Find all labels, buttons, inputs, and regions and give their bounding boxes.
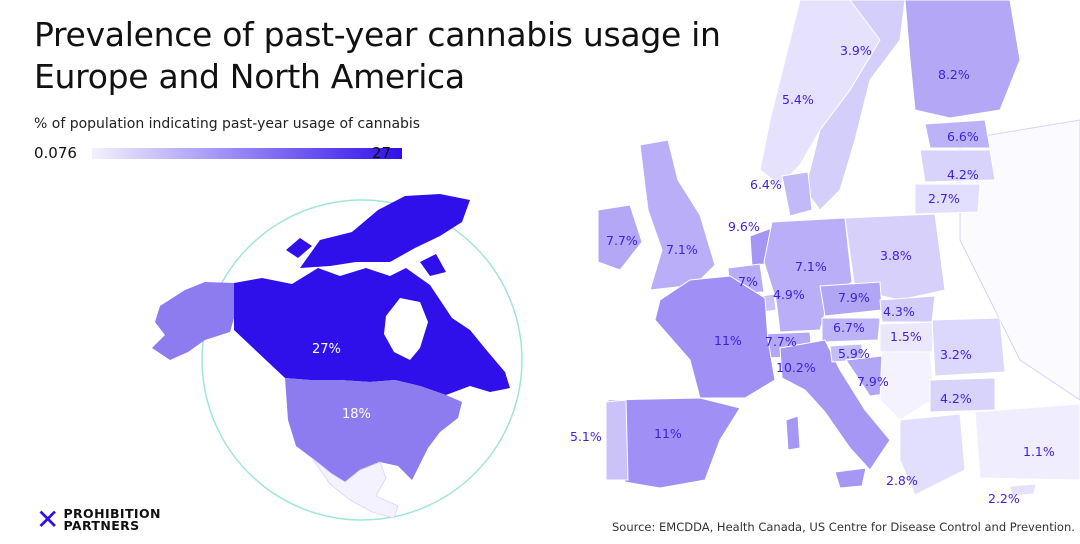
region-romania xyxy=(931,317,1006,377)
region-canada-arctic-islands xyxy=(300,194,470,268)
label-portugal: 5.1% xyxy=(570,429,602,444)
label-switzerland: 7.7% xyxy=(765,334,797,349)
region-balkans-background xyxy=(879,351,936,421)
north-america-map xyxy=(152,194,510,519)
label-luxembourg: 4.9% xyxy=(773,287,805,302)
page-title: Prevalence of past-year cannabis usage i… xyxy=(34,15,721,96)
label-croatia: 7.9% xyxy=(857,374,889,389)
region-mexico xyxy=(311,457,399,519)
logo-line-2: PARTNERS xyxy=(63,518,140,533)
region-greece xyxy=(899,413,966,496)
legend-max-label: 27 xyxy=(372,144,392,162)
legend-gradient-bar xyxy=(92,148,402,159)
north-america-globe-outline xyxy=(201,199,523,521)
region-estonia xyxy=(924,119,991,149)
label-spain: 11% xyxy=(654,426,682,441)
label-slovakia: 4.3% xyxy=(883,304,915,319)
label-lithuania: 2.7% xyxy=(928,191,960,206)
region-canada xyxy=(234,268,510,395)
logo-line-1: PROHIBITION xyxy=(63,506,161,521)
label-greece: 2.8% xyxy=(886,473,918,488)
label-hungary: 1.5% xyxy=(890,329,922,344)
label-sweden: 5.4% xyxy=(782,92,814,107)
region-canada-island-3 xyxy=(420,254,446,276)
label-finland: 8.2% xyxy=(938,67,970,82)
label-romania: 3.2% xyxy=(940,347,972,362)
hudson-bay xyxy=(384,298,428,360)
region-uk xyxy=(639,139,716,291)
label-poland: 3.8% xyxy=(880,248,912,263)
europe-map xyxy=(597,0,1080,497)
label-canada: 27% xyxy=(312,342,341,357)
label-usa: 18% xyxy=(342,407,371,422)
region-hungary xyxy=(879,321,936,353)
legend-subtitle: % of population indicating past-year usa… xyxy=(34,116,421,132)
legend-min-label: 0.076 xyxy=(34,144,77,162)
label-czechia: 7.9% xyxy=(838,290,870,305)
region-sardinia xyxy=(785,415,801,451)
label-france: 11% xyxy=(714,333,742,348)
region-france xyxy=(654,275,776,399)
label-uk: 7.1% xyxy=(666,242,698,257)
logo-x-icon: ✕ xyxy=(36,503,60,536)
region-cyprus xyxy=(1009,483,1037,497)
label-netherlands: 9.6% xyxy=(728,219,760,234)
label-bulgaria: 4.2% xyxy=(940,391,972,406)
label-belgium: 7% xyxy=(738,274,758,289)
region-alaska xyxy=(152,282,234,360)
label-italy: 10.2% xyxy=(776,360,816,375)
region-finland xyxy=(904,0,1021,119)
region-canada-island-2 xyxy=(286,238,312,258)
region-sweden xyxy=(804,0,906,211)
label-ireland: 7.7% xyxy=(606,233,638,248)
region-ireland xyxy=(597,204,643,271)
label-latvia: 4.2% xyxy=(947,167,979,182)
region-usa xyxy=(285,378,462,482)
region-lithuania xyxy=(914,183,981,215)
label-denmark: 6.4% xyxy=(750,177,782,192)
label-austria: 6.7% xyxy=(833,320,865,335)
source-note: Source: EMCDDA, Health Canada, US Centre… xyxy=(612,520,1075,534)
region-germany xyxy=(763,217,853,333)
label-cyprus: 2.2% xyxy=(988,491,1020,506)
label-norway: 3.9% xyxy=(840,43,872,58)
label-estonia: 6.6% xyxy=(947,129,979,144)
label-germany: 7.1% xyxy=(795,259,827,274)
region-denmark xyxy=(781,171,813,217)
region-sicily xyxy=(834,467,867,489)
map-labels: 27% 18% 3.9% 8.2% 5.4% 6.6% 4.2% 6.4% 2.… xyxy=(312,43,1055,506)
region-latvia xyxy=(919,149,996,183)
region-austria xyxy=(821,317,881,343)
prohibition-partners-logo: ✕ PROHIBITION PARTNERS xyxy=(36,506,161,534)
region-portugal xyxy=(605,399,629,481)
label-slovenia: 5.9% xyxy=(838,346,870,361)
region-russia-background xyxy=(959,119,1080,401)
region-poland xyxy=(844,213,946,301)
region-turkey xyxy=(974,403,1080,481)
label-turkey: 1.1% xyxy=(1023,444,1055,459)
